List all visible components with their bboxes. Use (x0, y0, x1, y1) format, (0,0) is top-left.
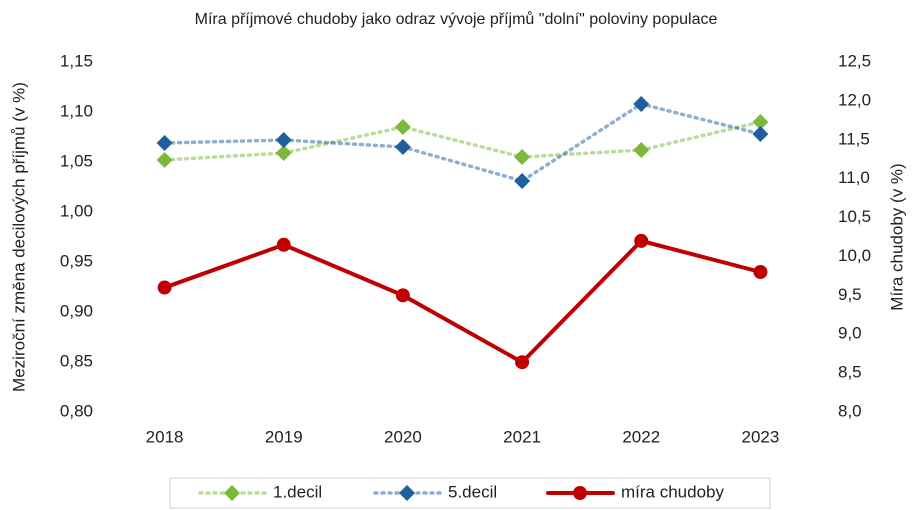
point (753, 265, 768, 279)
y2-tick-label: 8,0 (838, 401, 862, 420)
point (156, 152, 173, 168)
y2-tick-label: 10,5 (838, 207, 871, 226)
y-axis-label: Meziroční změna decilových příjmů (v %) (9, 82, 28, 392)
point (752, 114, 769, 130)
point (515, 355, 530, 370)
y2-tick-label: 12,5 (838, 51, 871, 70)
series-line (162, 238, 763, 365)
y2-tick-label: 9,0 (838, 324, 862, 343)
y-tick-label: 0,90 (60, 301, 93, 320)
point (275, 145, 292, 161)
x-tick-label: 2019 (265, 427, 303, 446)
y-tick-label: 1,10 (60, 101, 93, 120)
y2-tick-label: 8,5 (838, 363, 862, 382)
legend-label: 1.decil (273, 482, 322, 501)
chart-title: Míra příjmové chudoby jako odraz vývoje … (195, 10, 718, 28)
y-tick-label: 0,95 (60, 251, 93, 270)
x-tick-label: 2018 (146, 427, 184, 446)
x-tick-label: 2022 (622, 427, 660, 446)
point (514, 173, 531, 189)
y2-tick-label: 12,0 (838, 90, 871, 109)
point (156, 135, 173, 151)
point (275, 132, 292, 148)
point (634, 233, 649, 248)
x-tick-label: 2020 (384, 427, 422, 446)
series-line (162, 120, 763, 162)
y-tick-label: 1,15 (60, 51, 93, 70)
point (633, 96, 650, 112)
point (394, 139, 411, 155)
legend-label: 5.decil (448, 482, 497, 501)
legend-marker (573, 486, 587, 500)
point (514, 149, 531, 165)
y2-tick-label: 11,0 (838, 168, 870, 187)
point (276, 237, 291, 252)
y2-axis-label: Míra chudoby (v %) (887, 163, 906, 310)
y2-tick-label: 10,0 (838, 246, 871, 265)
y-tick-label: 1,05 (60, 151, 93, 170)
point (633, 142, 650, 158)
series-line (162, 102, 763, 183)
legend-marker (399, 485, 415, 501)
y-tick-label: 1,00 (60, 201, 93, 220)
y2-tick-label: 11,5 (838, 129, 870, 148)
point (752, 126, 769, 142)
y-tick-label: 0,85 (60, 351, 93, 370)
point (157, 280, 172, 295)
x-tick-label: 2021 (503, 427, 541, 446)
x-tick-label: 2023 (742, 427, 780, 446)
legend-box (169, 477, 771, 509)
y-tick-label: 0,80 (60, 401, 93, 420)
y2-tick-label: 9,5 (838, 285, 862, 304)
point (395, 288, 410, 303)
point (394, 119, 411, 135)
legend-marker (224, 485, 240, 501)
legend-label: míra chudoby (621, 482, 724, 501)
